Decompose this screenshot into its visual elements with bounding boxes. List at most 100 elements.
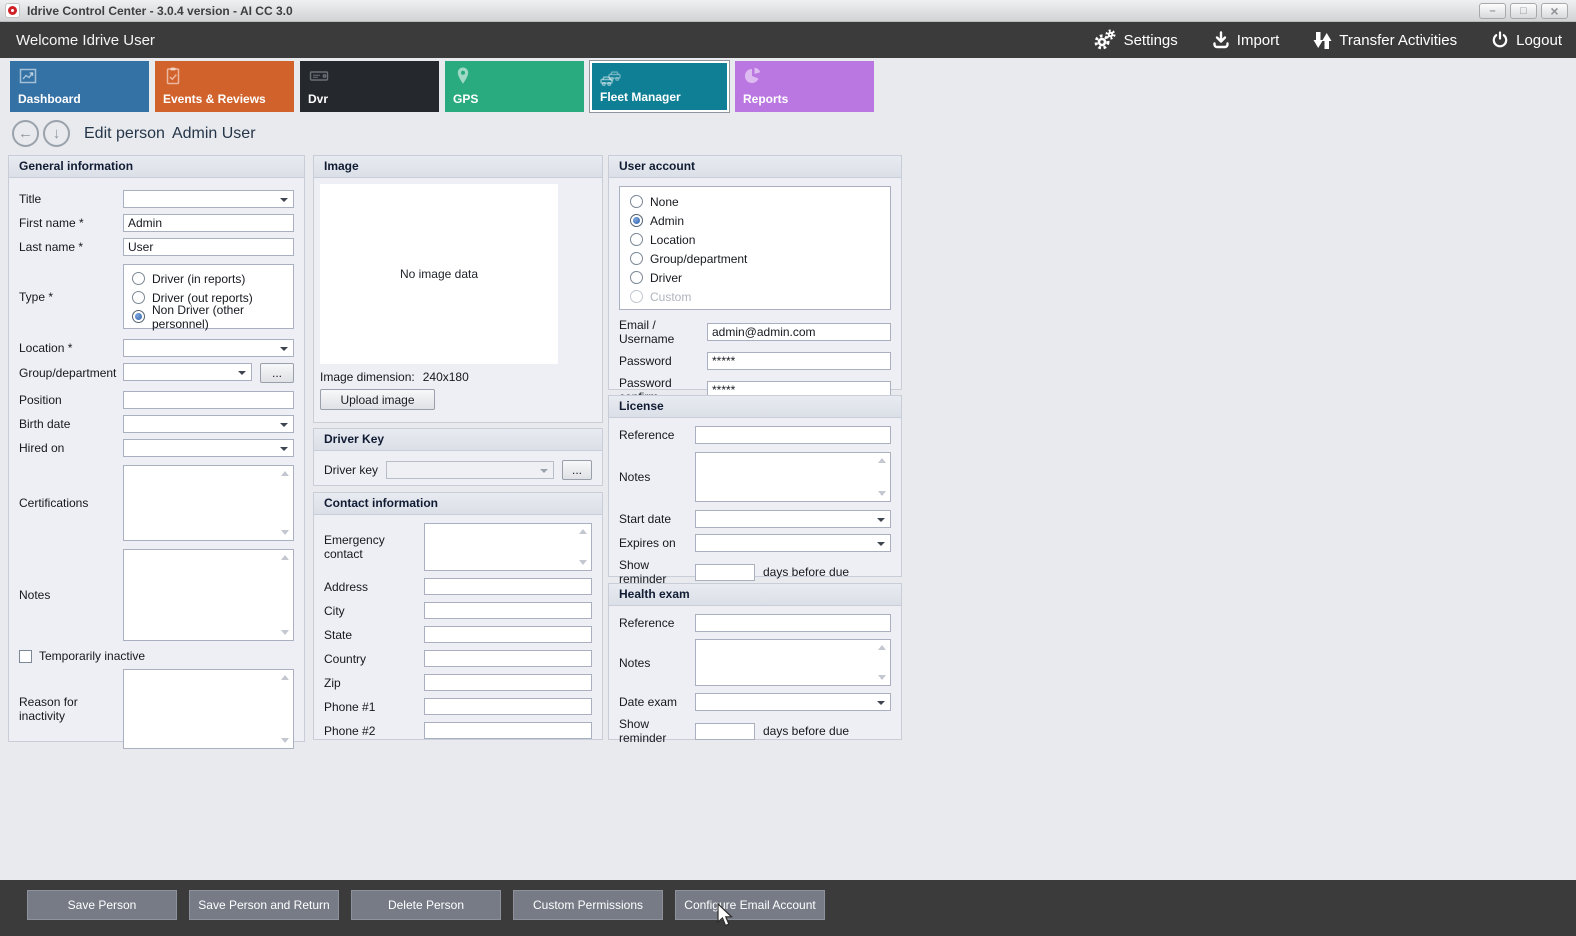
minimize-button[interactable]: – [1479,3,1506,19]
radio-icon[interactable] [132,291,145,304]
custom-permissions-button[interactable]: Custom Permissions [513,890,663,920]
scroll-down-icon[interactable] [281,738,289,743]
title-label: Title [19,192,42,206]
health-reminder-suffix: days before due [763,724,850,738]
role-option-none[interactable]: None [630,192,890,211]
role-option-admin[interactable]: Admin [630,211,890,230]
password-confirm-field[interactable] [707,381,891,399]
save-person-button[interactable]: Save Person [27,890,177,920]
reason-inactivity-textarea[interactable] [123,669,294,749]
certifications-textarea[interactable] [123,465,294,541]
image-dimension-label: Image dimension: [320,370,415,384]
radio-icon[interactable] [630,271,643,284]
phone1-field[interactable] [424,698,592,715]
health-reference-field[interactable] [695,614,891,632]
tab-gps[interactable]: GPS [445,61,584,112]
radio-checked-icon[interactable] [630,214,643,227]
title-dropdown[interactable] [123,190,294,208]
scroll-up-icon[interactable] [878,645,886,650]
radio-checked-icon[interactable] [132,310,145,323]
upload-image-button[interactable]: Upload image [320,389,435,410]
license-reminder-field[interactable] [695,563,755,581]
tab-dvr[interactable]: Dvr [300,61,439,112]
top-menu: Settings Import [1093,22,1562,58]
temporarily-inactive-checkbox[interactable] [19,649,32,663]
location-dropdown[interactable] [123,339,294,357]
scroll-down-icon[interactable] [579,560,587,565]
role-option-location[interactable]: Location [630,230,890,249]
health-notes-textarea[interactable] [695,639,891,686]
settings-menu-item[interactable]: Settings [1093,29,1178,51]
password-field[interactable] [707,352,891,370]
scroll-down-icon[interactable] [878,491,886,496]
first-name-field[interactable] [123,214,294,232]
tab-events-reviews[interactable]: Events & Reviews [155,61,294,112]
scroll-down-icon[interactable] [878,675,886,680]
logout-menu-item[interactable]: Logout [1491,31,1562,49]
image-dimension-row: Image dimension: 240x180 [320,370,602,384]
password-label: Password [619,354,672,368]
expires-on-dropdown[interactable] [695,534,891,552]
state-field[interactable] [424,626,592,643]
pie-chart-icon [743,66,763,91]
notes-textarea[interactable] [123,549,294,641]
close-button[interactable]: × [1541,3,1568,19]
down-button[interactable]: ↓ [43,120,70,147]
birth-date-label: Birth date [19,417,71,431]
group-department-dropdown[interactable] [123,363,252,381]
position-field[interactable] [123,391,294,409]
type-option-driver-out[interactable]: Driver (out reports) [132,288,293,307]
emergency-contact-textarea[interactable] [424,523,592,571]
transfer-activities-menu-item[interactable]: Transfer Activities [1313,31,1457,50]
scroll-up-icon[interactable] [281,471,289,476]
delete-person-button[interactable]: Delete Person [351,890,501,920]
driver-key-more-button[interactable]: ... [562,460,592,480]
license-reference-field[interactable] [695,426,891,444]
general-information-panel: General information Title First name * L… [8,155,305,749]
tab-reports[interactable]: Reports [735,61,874,112]
configure-email-account-button[interactable]: Configure Email Account [675,890,825,920]
start-date-dropdown[interactable] [695,510,891,528]
address-field[interactable] [424,578,592,595]
country-field[interactable] [424,650,592,667]
scroll-down-icon[interactable] [281,630,289,635]
import-menu-item[interactable]: Import [1212,31,1279,49]
license-notes-textarea[interactable] [695,452,891,502]
type-option-driver-in[interactable]: Driver (in reports) [132,269,293,288]
scroll-down-icon[interactable] [281,530,289,535]
radio-icon[interactable] [630,233,643,246]
scroll-up-icon[interactable] [281,675,289,680]
license-header: License [609,396,901,418]
temporarily-inactive-row[interactable]: Temporarily inactive [19,649,294,663]
dropdown-arrow-icon [280,423,288,427]
type-option-non-driver[interactable]: Non Driver (other personnel) [132,303,293,331]
birth-date-dropdown[interactable] [123,415,294,433]
radio-icon[interactable] [630,252,643,265]
image-dimension-value: 240x180 [422,370,469,384]
start-date-label: Start date [619,512,672,526]
last-name-field[interactable] [123,238,294,256]
health-reminder-label: Show reminder [619,717,667,745]
role-option-group-department[interactable]: Group/department [630,249,890,268]
hired-on-dropdown[interactable] [123,439,294,457]
scroll-up-icon[interactable] [579,529,587,534]
tab-fleet-manager[interactable]: Fleet Manager [589,60,730,113]
back-button[interactable]: ← [12,120,39,147]
city-field[interactable] [424,602,592,619]
radio-icon[interactable] [630,195,643,208]
phone2-field[interactable] [424,722,592,739]
group-department-more-button[interactable]: ... [260,363,294,383]
maximize-button[interactable]: □ [1510,3,1537,19]
title-bar: Idrive Control Center - 3.0.4 version - … [0,0,1576,22]
health-reminder-field[interactable] [695,722,755,740]
email-username-field[interactable] [707,323,891,341]
save-person-return-button[interactable]: Save Person and Return [189,890,339,920]
scroll-up-icon[interactable] [878,458,886,463]
radio-icon[interactable] [132,272,145,285]
role-option-driver[interactable]: Driver [630,268,890,287]
tab-dashboard[interactable]: Dashboard [10,61,149,112]
scroll-up-icon[interactable] [281,555,289,560]
driver-key-dropdown[interactable] [386,461,554,479]
zip-field[interactable] [424,674,592,691]
date-exam-dropdown[interactable] [695,693,891,711]
